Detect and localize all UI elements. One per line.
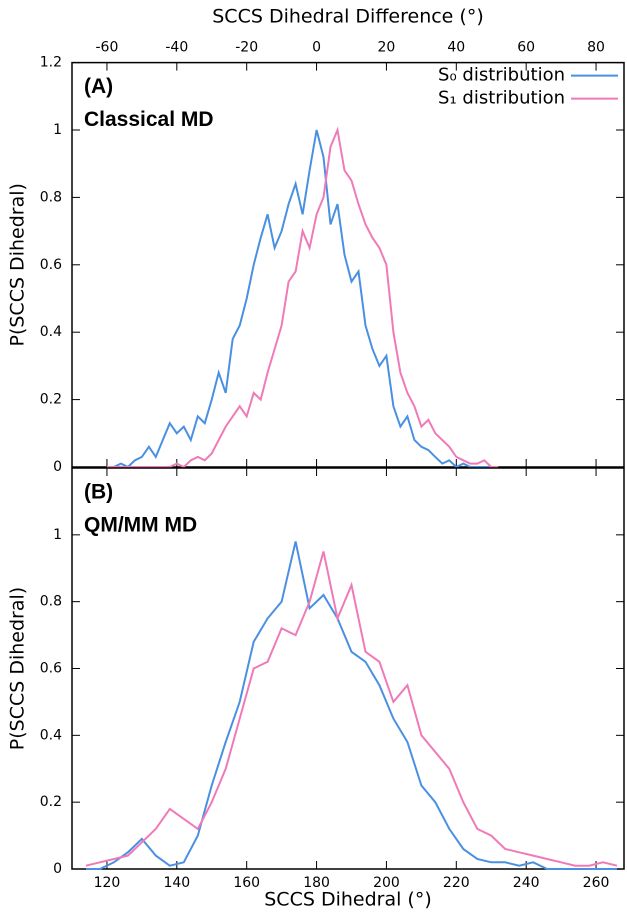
y-tick-label: 0.2 — [40, 794, 62, 810]
x-tick-label: 0 — [312, 40, 321, 56]
x-tick-label: 200 — [373, 875, 400, 891]
y-tick-label: 0.4 — [40, 324, 62, 340]
x-axis-label: SCCS Dihedral Difference (°) — [212, 6, 483, 28]
panel-label: (B) — [84, 481, 113, 504]
y-tick-label: 0 — [53, 861, 62, 877]
series-line — [85, 551, 618, 867]
y-axis-label: P(SCCS Dihedral) — [7, 183, 29, 346]
x-tick-label: 160 — [233, 875, 260, 891]
x-tick-label: 180 — [303, 875, 330, 891]
x-tick-label: -20 — [235, 40, 258, 56]
x-tick-label: 140 — [163, 875, 190, 891]
y-tick-label: 1.2 — [40, 55, 62, 71]
y-tick-label: 0 — [53, 459, 62, 475]
x-tick-label: -60 — [95, 40, 118, 56]
x-tick-label: -40 — [165, 40, 188, 56]
legend-label: S₁ distribution — [438, 88, 565, 109]
x-axis-label: SCCS Dihedral (°) — [264, 889, 432, 911]
y-tick-label: 0.8 — [40, 189, 62, 205]
y-tick-label: 1 — [53, 122, 62, 138]
y-tick-label: 0.6 — [40, 661, 62, 677]
panel-subtitle: Classical MD — [84, 108, 214, 131]
x-tick-label: 120 — [94, 875, 121, 891]
y-tick-label: 0.8 — [40, 594, 62, 610]
y-tick-label: 1 — [53, 527, 62, 543]
panel-subtitle: QM/MM MD — [84, 514, 197, 537]
x-tick-label: 20 — [378, 40, 396, 56]
x-tick-label: 60 — [517, 40, 535, 56]
panel-label: (A) — [84, 75, 113, 98]
series-line — [86, 541, 617, 870]
y-tick-label: 0.2 — [40, 392, 62, 408]
y-tick-label: 0.4 — [40, 727, 62, 743]
y-axis-label: P(SCCS Dihedral) — [7, 587, 29, 750]
x-tick-label: 80 — [587, 40, 605, 56]
x-tick-label: 260 — [583, 875, 610, 891]
x-tick-label: 40 — [447, 40, 465, 56]
series-line — [106, 126, 499, 469]
y-tick-label: 0.6 — [40, 257, 62, 273]
x-tick-label: 240 — [513, 875, 540, 891]
series-line — [106, 129, 499, 469]
legend-label: S₀ distribution — [438, 65, 565, 86]
x-tick-label: 220 — [443, 875, 470, 891]
